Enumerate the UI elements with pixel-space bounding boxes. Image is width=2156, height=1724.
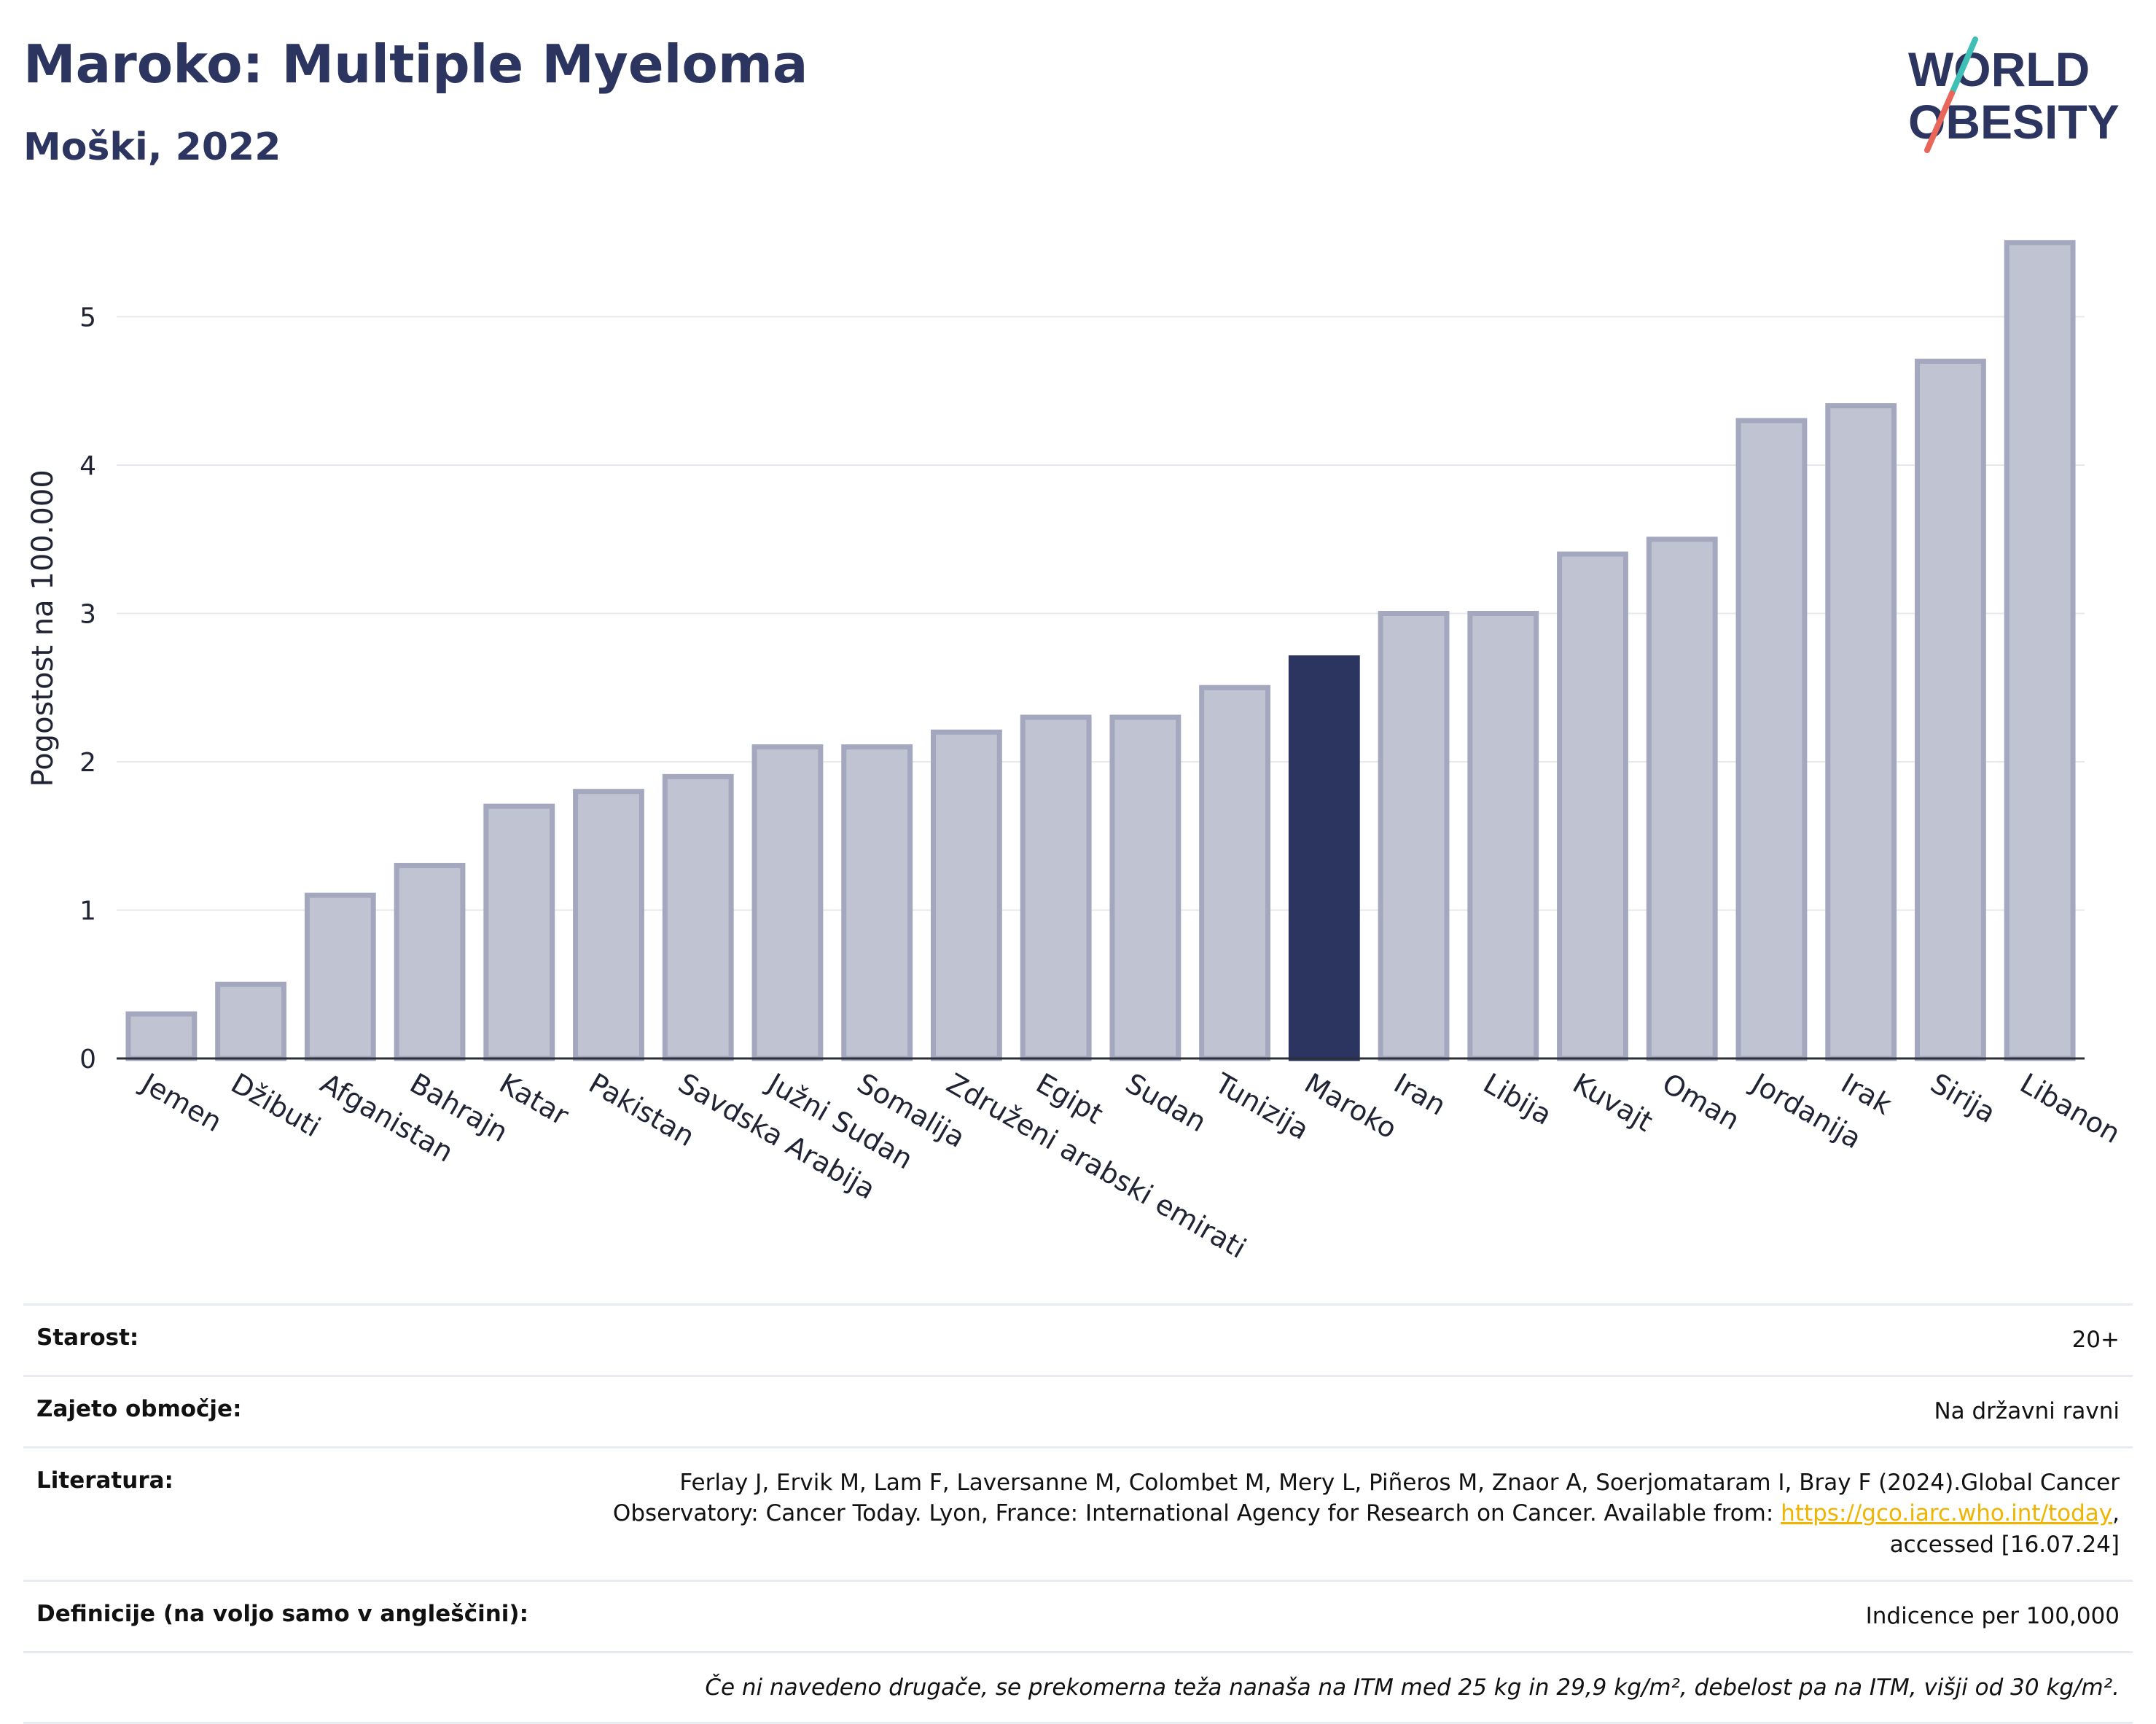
- bar-kuvajt: [1557, 551, 1628, 1061]
- meta-references-label: Literatura:: [23, 1446, 542, 1581]
- meta-age-value: 20+: [541, 1303, 2133, 1376]
- x-tick-label: Maroko: [1299, 1067, 1402, 1145]
- meta-row-age: Starost: 20+: [23, 1303, 2133, 1376]
- y-tick-label: 2: [79, 748, 96, 778]
- page-subtitle: Moški, 2022: [23, 125, 281, 169]
- bar-združeni-arabski-emirati: [931, 729, 1002, 1061]
- meta-references-value: Ferlay J, Ervik M, Lam F, Laversanne M, …: [541, 1446, 2133, 1581]
- meta-coverage-value: Na državni ravni: [541, 1374, 2133, 1448]
- meta-coverage-label: Zajeto območje:: [23, 1374, 542, 1448]
- bar-katar: [483, 803, 555, 1061]
- bar-libanon: [2004, 240, 2076, 1061]
- meta-note: Če ni navedeno drugače, se prekomerna te…: [23, 1650, 2133, 1724]
- bar-južni-sudan: [751, 744, 824, 1061]
- x-tick-label: Iran: [1388, 1067, 1451, 1122]
- logo-slash-teal: [1949, 36, 1978, 96]
- bar-chart: 0 1 2 3 4 5 JemenDžibutiAfganistanBahrajnKata…: [26, 240, 2126, 1265]
- x-tick-label: Libanon: [2015, 1067, 2125, 1150]
- logo-word-world: WORLD: [1908, 42, 2090, 96]
- bar-somalija: [841, 744, 913, 1061]
- x-tick-label: Oman: [1657, 1067, 1745, 1136]
- x-tick-label: Kuvajt: [1568, 1067, 1658, 1138]
- meta-row-note: Če ni navedeno drugače, se prekomerna te…: [23, 1650, 2133, 1724]
- bar-egipt: [1020, 714, 1092, 1061]
- bar-tunizija: [1199, 684, 1270, 1061]
- bar-iran: [1378, 611, 1450, 1061]
- bar-sudan: [1109, 714, 1181, 1061]
- meta-definitions-value: Indicence per 100,000: [541, 1579, 2133, 1653]
- y-axis-title: Pogostost na 100.000: [26, 469, 60, 787]
- x-tick-label: Libija: [1478, 1067, 1558, 1131]
- x-tick-label: Sirija: [1925, 1067, 2001, 1129]
- references-line-1: Ferlay J, Ervik M, Lam F, Laversanne M, …: [679, 1469, 2120, 1496]
- bar-afganistan: [304, 892, 376, 1061]
- meta-row-references: Literatura: Ferlay J, Ervik M, Lam F, La…: [23, 1446, 2133, 1581]
- bar-oman: [1646, 537, 1718, 1061]
- y-tick-label: 1: [79, 897, 96, 927]
- bar-irak: [1825, 403, 1897, 1061]
- meta-row-definitions: Definicije (na voljo samo v angleščini):…: [23, 1579, 2133, 1653]
- references-link[interactable]: https://gco.iarc.who.int/today: [1781, 1500, 2113, 1527]
- y-tick-label: 5: [79, 303, 96, 333]
- x-tick-label: Tunizija: [1209, 1066, 1315, 1146]
- x-tick-label: Irak: [1836, 1067, 1897, 1121]
- x-tick-label: Jemen: [135, 1066, 227, 1139]
- meta-definitions-label: Definicije (na voljo samo v angleščini):: [23, 1579, 542, 1653]
- world-obesity-logo: WORLD OBESITY: [1908, 36, 2120, 153]
- y-tick-label: 4: [79, 451, 96, 481]
- bar-džibuti: [215, 981, 287, 1061]
- x-tick-label: Džibuti: [226, 1067, 327, 1144]
- bar-pakistan: [573, 789, 644, 1061]
- page-title: Maroko: Multiple Myeloma: [23, 34, 808, 95]
- metadata-table: Starost: 20+ Zajeto območje: Na državni …: [23, 1303, 2133, 1724]
- bar-libija: [1467, 611, 1539, 1061]
- bars-layer: [125, 240, 2076, 1061]
- bar-maroko: [1288, 655, 1360, 1061]
- bar-bahrajn: [394, 862, 466, 1061]
- y-tick-labels: 0 1 2 3 4 5: [79, 303, 96, 1075]
- bar-jordanija: [1735, 418, 1808, 1061]
- bar-sirija: [1915, 359, 1986, 1061]
- bar-savdska-arabija: [662, 773, 734, 1061]
- references-line-2: Observatory: Cancer Today. Lyon, France:…: [612, 1500, 1774, 1527]
- meta-row-coverage: Zajeto območje: Na državni ravni: [23, 1374, 2133, 1448]
- y-tick-label: 0: [79, 1045, 96, 1074]
- x-tick-label: Sudan: [1120, 1067, 1212, 1139]
- logo-word-obesity: OBESITY: [1908, 95, 2120, 149]
- logo-slash-coral: [1924, 90, 1955, 153]
- references-line-3: accessed [16.07.24]: [1889, 1532, 2120, 1559]
- y-tick-label: 3: [79, 600, 96, 630]
- bar-jemen: [125, 1011, 198, 1061]
- meta-age-label: Starost:: [23, 1303, 542, 1376]
